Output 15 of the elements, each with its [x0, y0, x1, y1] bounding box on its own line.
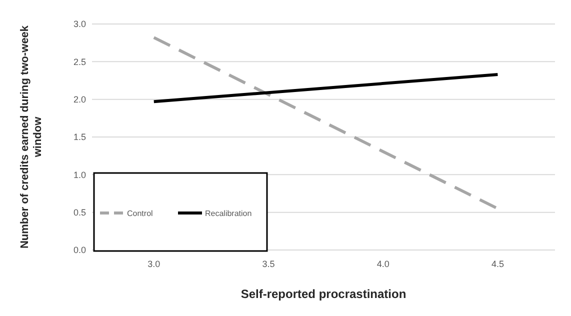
y-tick-label: 2.5 — [73, 56, 86, 67]
x-tick-label: 3.0 — [148, 259, 160, 270]
legend-label: Control — [127, 208, 154, 218]
legend-label: Recalibration — [205, 208, 252, 218]
x-tick-label: 3.5 — [262, 259, 275, 270]
y-axis-title: Number of credits earned during two-week window — [18, 24, 44, 249]
y-tick-label: 0.5 — [73, 207, 86, 218]
y-tick-label: 3.0 — [73, 19, 86, 30]
y-tick-label: 0.0 — [73, 245, 86, 256]
x-tick-label: 4.5 — [491, 259, 504, 270]
x-axis-title: Self-reported procrastination — [240, 287, 406, 301]
y-tick-label: 1.0 — [73, 170, 86, 180]
y-tick-label: 2.0 — [73, 94, 86, 104]
y-tick-label: 1.5 — [73, 132, 86, 142]
x-tick-label: 4.0 — [376, 259, 390, 270]
